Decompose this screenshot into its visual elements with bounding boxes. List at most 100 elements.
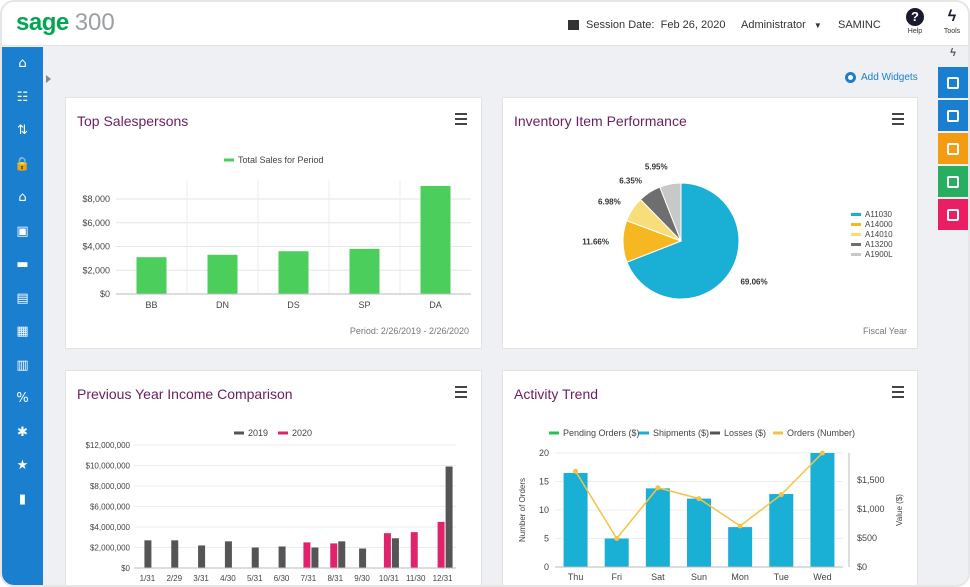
x-tick-label: Sun	[691, 572, 707, 582]
data-label: 6.98%	[598, 198, 621, 207]
x-tick-label: Mon	[731, 572, 749, 582]
sidebar-item-ledger[interactable]: ▥	[2, 349, 43, 383]
x-tick-label: 11/30	[406, 574, 426, 583]
company-name[interactable]: SAMINC	[838, 19, 881, 31]
x-tick-label: 3/31	[193, 574, 209, 583]
bar-2020-10/31	[383, 533, 391, 568]
legend-label: A1900L	[865, 250, 893, 259]
sidebar-item-briefcase[interactable]: ▣	[2, 215, 43, 249]
y-tick-label: $10,000,000	[86, 462, 131, 471]
session-date-value: Feb 26, 2020	[660, 19, 726, 31]
note-button[interactable]	[938, 133, 968, 164]
folder-icon: ▬	[16, 257, 29, 273]
bar-Fri	[604, 538, 629, 567]
note-icon	[947, 142, 959, 155]
sidebar-item-lock[interactable]: 🔒	[2, 148, 43, 182]
archive-icon: ▤	[16, 290, 29, 306]
legend: 2019 2020	[234, 428, 312, 438]
screen-clock-button[interactable]	[938, 100, 968, 131]
y-tick-label: 0	[544, 562, 549, 572]
hamburger-menu-icon[interactable]	[455, 113, 467, 128]
slice-A11030	[626, 182, 740, 300]
hamburger-menu-icon[interactable]	[892, 113, 904, 128]
y2-tick-label: $1,500	[857, 475, 885, 485]
widget-top-salespersons: Top Salespersons Total Sales for Period $…	[65, 97, 482, 349]
bar-2019-7/31	[311, 547, 319, 568]
sales-bar-chart: Total Sales for Period $0 $2,000 $4,000 $6,0…	[82, 155, 471, 310]
sidebar-item-data-entry[interactable]: ☷	[2, 81, 43, 115]
x-tick-label: Wed	[813, 572, 831, 582]
sage-logo[interactable]: sage 300	[16, 10, 115, 36]
bar-2019-2/29	[171, 540, 179, 568]
period-footnote: Period: 2/26/2019 - 2/26/2020	[349, 326, 469, 336]
bar-2019-4/30	[224, 541, 232, 568]
orders-point-Sun	[696, 496, 702, 502]
caret-down-icon: ▼	[813, 21, 822, 30]
expand-arrow-icon[interactable]	[46, 75, 51, 83]
x-tick-label: 2/29	[166, 574, 182, 583]
add-widgets-button[interactable]: Add Widgets	[845, 72, 918, 83]
help-button[interactable]: ? Help	[904, 8, 926, 35]
pen-button[interactable]	[938, 199, 968, 230]
bar-2019-5/31	[251, 547, 259, 568]
sheet-button[interactable]	[938, 166, 968, 197]
sidebar-item-bar-chart[interactable]: ▮	[2, 483, 43, 517]
legend-label: A13200	[865, 240, 893, 249]
bar-2019-10/31	[391, 538, 399, 568]
sidebar-item-folder[interactable]: ▬	[2, 248, 43, 282]
x-tick-label: Sat	[651, 572, 665, 582]
sidebar-item-transfer[interactable]: ⇅	[2, 114, 43, 148]
y-tick-label: $12,000,000	[86, 441, 131, 450]
legend-swatch	[851, 233, 861, 236]
user-menu[interactable]: Administrator ▼	[741, 19, 822, 31]
x-tick-label: 4/30	[220, 574, 236, 583]
settings-star-icon: ✱	[17, 424, 28, 440]
y-tick-label: $8,000	[82, 194, 110, 204]
x-tick-label: 5/31	[247, 574, 263, 583]
legend-label: 2019	[248, 428, 268, 438]
y-tick-label: 5	[544, 534, 549, 544]
x-tick-label: SP	[358, 300, 370, 310]
sidebar-item-settings-star[interactable]: ✱	[2, 416, 43, 450]
x-tick-label: DN	[216, 300, 229, 310]
lightning-icon[interactable]: ϟ	[950, 47, 956, 59]
user-name: Administrator	[741, 19, 806, 31]
widget-title: Inventory Item Performance	[514, 113, 687, 129]
activity-combo-chart: Pending Orders ($) Shipments ($) Losses ($…	[518, 428, 904, 582]
sidebar-item-home[interactable]: ⌂	[2, 47, 43, 81]
y-tick-label: 15	[539, 477, 549, 487]
data-label: 69.06%	[740, 278, 767, 287]
x-tick-label: DA	[429, 300, 442, 310]
legend-label: A14000	[865, 220, 893, 229]
x-tick-label: 7/31	[301, 574, 317, 583]
y2-axis-title: Value ($)	[895, 494, 904, 526]
sidebar-item-percent[interactable]: %	[2, 382, 43, 416]
widget-title: Activity Trend	[514, 386, 599, 402]
tools-button[interactable]: ϟ Tools	[940, 8, 964, 35]
bar-2020-11/30	[410, 532, 418, 568]
legend-swatch	[851, 243, 861, 246]
data-label: 5.95%	[645, 162, 668, 171]
bank-icon: ⌂	[18, 190, 27, 206]
screen-button[interactable]	[938, 67, 968, 98]
sidebar-item-bank[interactable]: ⌂	[2, 181, 43, 215]
x-tick-label: 1/31	[140, 574, 156, 583]
legend-swatch	[851, 223, 861, 226]
sheet-icon	[947, 175, 959, 188]
bar-2019-12/31	[445, 466, 453, 568]
help-icon: ?	[906, 8, 924, 26]
session-date[interactable]: Session Date: Feb 26, 2020	[568, 19, 725, 31]
orders-point-Fri	[614, 536, 620, 541]
widget-income-comparison: Previous Year Income Comparison 2019 2020…	[65, 370, 482, 585]
document-icon: ▦	[16, 324, 29, 340]
sidebar-item-document[interactable]: ▦	[2, 315, 43, 349]
legend-label: 2020	[292, 428, 312, 438]
tools-label: Tools	[943, 28, 961, 35]
bar-DA	[420, 185, 451, 294]
hamburger-menu-icon[interactable]	[892, 386, 904, 401]
legend-label: A14010	[865, 230, 893, 239]
sidebar-item-archive[interactable]: ▤	[2, 282, 43, 316]
hamburger-menu-icon[interactable]	[455, 386, 467, 401]
sidebar-item-star[interactable]: ★	[2, 449, 43, 483]
widget-activity-trend: Activity Trend Pending Orders ($) Shipmen…	[502, 370, 918, 585]
